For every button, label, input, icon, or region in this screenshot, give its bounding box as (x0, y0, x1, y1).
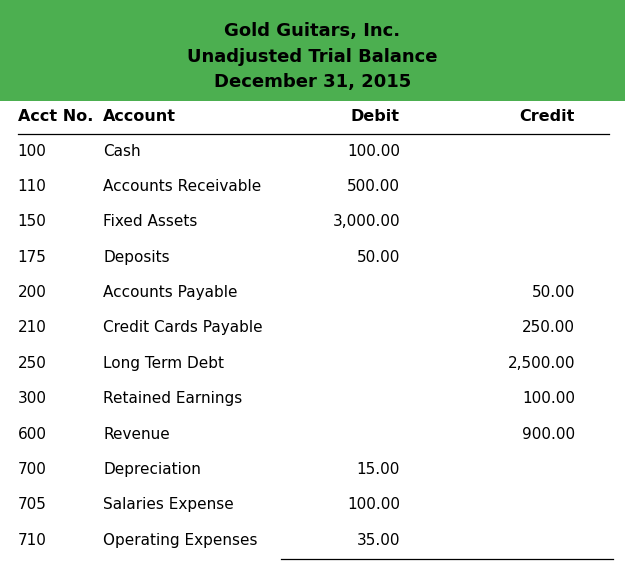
Text: 500.00: 500.00 (347, 179, 400, 194)
Text: 100.00: 100.00 (347, 144, 400, 158)
Text: 100.00: 100.00 (522, 391, 575, 406)
Text: 110: 110 (18, 179, 46, 194)
Text: Salaries Expense: Salaries Expense (103, 498, 234, 512)
Text: 15.00: 15.00 (357, 462, 400, 477)
Text: 100.00: 100.00 (347, 498, 400, 512)
Text: 100: 100 (18, 144, 46, 158)
Text: 700: 700 (18, 462, 46, 477)
Text: 600: 600 (18, 427, 46, 441)
Text: Operating Expenses: Operating Expenses (103, 533, 258, 548)
Text: Credit: Credit (519, 109, 575, 123)
Text: Retained Earnings: Retained Earnings (103, 391, 242, 406)
Text: Long Term Debt: Long Term Debt (103, 356, 224, 371)
Text: 300: 300 (18, 391, 46, 406)
Text: 210: 210 (18, 320, 46, 336)
Text: 705: 705 (18, 498, 46, 512)
Text: 250: 250 (18, 356, 46, 371)
Text: 150: 150 (18, 215, 46, 229)
Text: Deposits: Deposits (103, 250, 170, 265)
Text: Account: Account (103, 109, 176, 123)
Text: Gold Guitars, Inc.: Gold Guitars, Inc. (224, 22, 401, 40)
Text: Fixed Assets: Fixed Assets (103, 215, 198, 229)
Text: December 31, 2015: December 31, 2015 (214, 73, 411, 91)
Text: 900.00: 900.00 (522, 427, 575, 441)
Text: Revenue: Revenue (103, 427, 170, 441)
Text: 3,000.00: 3,000.00 (332, 215, 400, 229)
Text: Cash: Cash (103, 144, 141, 158)
Text: 200: 200 (18, 285, 46, 300)
Text: Credit Cards Payable: Credit Cards Payable (103, 320, 262, 336)
Text: 2,500.00: 2,500.00 (508, 356, 575, 371)
Text: Debit: Debit (351, 109, 400, 123)
Text: 250.00: 250.00 (522, 320, 575, 336)
Text: 35.00: 35.00 (356, 533, 400, 548)
Text: 710: 710 (18, 533, 46, 548)
Text: 50.00: 50.00 (532, 285, 575, 300)
Text: 50.00: 50.00 (357, 250, 400, 265)
Text: 175: 175 (18, 250, 46, 265)
Text: Acct No.: Acct No. (18, 109, 93, 123)
Text: Unadjusted Trial Balance: Unadjusted Trial Balance (188, 48, 438, 66)
Text: Accounts Receivable: Accounts Receivable (103, 179, 261, 194)
Text: Accounts Payable: Accounts Payable (103, 285, 238, 300)
Text: Depreciation: Depreciation (103, 462, 201, 477)
